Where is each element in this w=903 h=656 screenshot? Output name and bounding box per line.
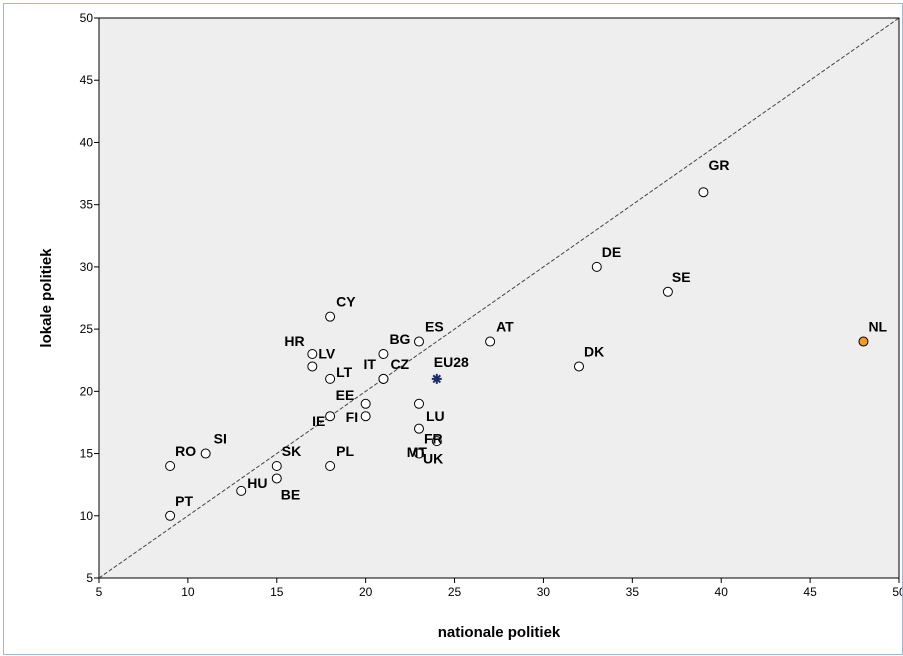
data-point — [325, 311, 336, 322]
x-axis-title: nationale politiek — [438, 624, 561, 641]
data-points — [165, 187, 869, 521]
point-label: IT — [363, 356, 376, 372]
x-tick-label: 30 — [537, 585, 551, 599]
point-label: IE — [312, 413, 325, 429]
y-tick-label: 50 — [80, 11, 94, 25]
x-tick-label: 35 — [626, 585, 640, 599]
data-point — [165, 510, 176, 521]
eu28-average-point — [431, 373, 442, 384]
y-tick-label: 45 — [80, 73, 94, 87]
point-label: ES — [425, 319, 444, 335]
data-point — [698, 187, 709, 198]
data-point — [307, 349, 318, 359]
point-label: RO — [175, 443, 196, 459]
y-tick-label: 5 — [86, 571, 93, 585]
y-tick-label: 15 — [80, 447, 94, 461]
data-point — [200, 448, 211, 459]
point-label: HU — [247, 475, 267, 491]
x-tick-label: 5 — [96, 585, 103, 599]
data-point — [165, 461, 176, 471]
point-label: DE — [602, 244, 621, 260]
y-tick-label: 20 — [80, 384, 94, 398]
point-label: CY — [336, 294, 356, 310]
y-tick-label: 30 — [80, 260, 94, 274]
data-point — [325, 373, 336, 384]
data-point — [378, 349, 389, 359]
data-point — [414, 336, 424, 347]
y-tick-label: 10 — [80, 509, 94, 523]
point-label: AT — [496, 319, 514, 335]
point-label: CZ — [390, 356, 409, 372]
data-point — [360, 398, 371, 409]
data-point — [414, 398, 424, 409]
highlighted-data-point — [858, 336, 869, 347]
point-label: SI — [214, 431, 227, 447]
point-label: DK — [584, 343, 604, 359]
point-label: FI — [346, 409, 358, 425]
data-point — [414, 448, 424, 459]
data-point — [236, 485, 247, 496]
point-label: PL — [336, 443, 354, 459]
point-label: SK — [282, 443, 301, 459]
point-label: GR — [708, 157, 729, 173]
y-tick-label: 25 — [80, 322, 94, 336]
point-label: BE — [281, 486, 300, 502]
data-point — [307, 361, 318, 372]
point-label: UK — [423, 451, 443, 467]
data-point — [574, 361, 584, 372]
data-point — [360, 411, 371, 422]
data-point — [431, 436, 442, 447]
reference-diagonal-line — [98, 17, 900, 579]
point-label: HR — [284, 333, 304, 349]
point-label: LV — [318, 345, 336, 361]
point-label: LU — [426, 408, 445, 424]
x-tick-label: 25 — [448, 585, 462, 599]
point-label: EU28 — [434, 354, 469, 370]
point-label: PT — [175, 493, 193, 509]
x-tick-label: 40 — [715, 585, 729, 599]
data-point — [271, 461, 282, 471]
point-label: SE — [672, 269, 691, 285]
x-tick-label: 45 — [803, 585, 817, 599]
point-label: LT — [336, 364, 353, 380]
y-axis: 5 10 15 20 25 30 35 40 45 50 — [80, 11, 99, 585]
data-point — [662, 286, 673, 297]
x-tick-label: 10 — [181, 585, 195, 599]
data-point — [325, 411, 336, 422]
point-label: FR — [424, 431, 443, 447]
data-point — [591, 261, 602, 272]
x-tick-label: 20 — [359, 585, 373, 599]
y-tick-label: 40 — [80, 135, 94, 149]
point-label: NL — [868, 319, 887, 335]
x-tick-label: 50 — [892, 585, 902, 599]
point-label: BG — [389, 331, 410, 347]
data-point — [414, 423, 424, 434]
y-tick-label: 35 — [80, 198, 94, 212]
data-point — [485, 336, 496, 347]
data-point — [378, 373, 389, 384]
y-axis-title: lokale politiek — [38, 248, 55, 348]
x-tick-label: 15 — [270, 585, 284, 599]
data-point — [271, 473, 282, 484]
point-label: MT — [407, 444, 428, 460]
x-axis: 5 10 15 20 25 30 35 40 45 50 — [96, 578, 902, 599]
data-point — [325, 461, 336, 471]
point-label: EE — [336, 387, 355, 403]
